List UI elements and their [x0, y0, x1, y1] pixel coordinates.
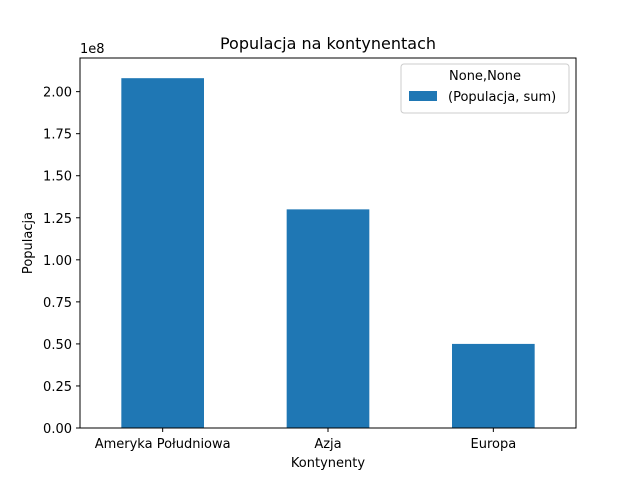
y-axis-scale-label: 1e8 — [80, 42, 105, 57]
chart-title: Populacja na kontynentach — [220, 34, 436, 53]
y-tick-label: 0.25 — [43, 380, 72, 395]
y-tick-label: 1.00 — [43, 254, 72, 269]
bars-group — [121, 78, 535, 428]
y-ticks-group: 0.00 0.25 0.50 0.75 1.00 1.25 1.50 1.75 2.00 — [43, 86, 80, 437]
y-tick-label: 0.75 — [43, 296, 72, 311]
legend: None,None (Populacja, sum) — [400, 63, 570, 114]
plot-area-frame — [79, 57, 577, 429]
legend-swatch — [409, 91, 437, 101]
y-tick-label: 2.00 — [43, 86, 72, 101]
legend-box — [400, 63, 570, 114]
x-tick-label: Ameryka Południowa — [95, 437, 231, 452]
x-tick-label: Azja — [314, 437, 341, 452]
bar — [452, 343, 535, 428]
bar — [286, 209, 370, 428]
y-tick-label: 1.75 — [43, 128, 72, 143]
y-axis-label: Populacja — [21, 212, 36, 274]
y-tick-label: 1.50 — [43, 170, 72, 185]
bar — [121, 78, 204, 428]
y-tick-label: 0.00 — [43, 422, 72, 437]
x-axis-label: Kontynenty — [291, 456, 365, 471]
x-tick-label: Europa — [470, 437, 516, 452]
y-tick-label: 0.50 — [43, 338, 72, 353]
x-ticks-group: Ameryka Południowa Azja Europa — [95, 428, 516, 452]
legend-title: None,None — [449, 69, 521, 84]
legend-entry-label: (Populacja, sum) — [448, 90, 556, 105]
y-tick-label: 1.25 — [43, 212, 72, 227]
